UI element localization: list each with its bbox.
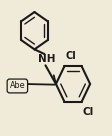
Text: Cl: Cl	[82, 107, 93, 117]
Text: Cl: Cl	[65, 51, 76, 61]
Text: NH: NH	[38, 54, 55, 64]
Text: Abe: Abe	[10, 81, 25, 90]
